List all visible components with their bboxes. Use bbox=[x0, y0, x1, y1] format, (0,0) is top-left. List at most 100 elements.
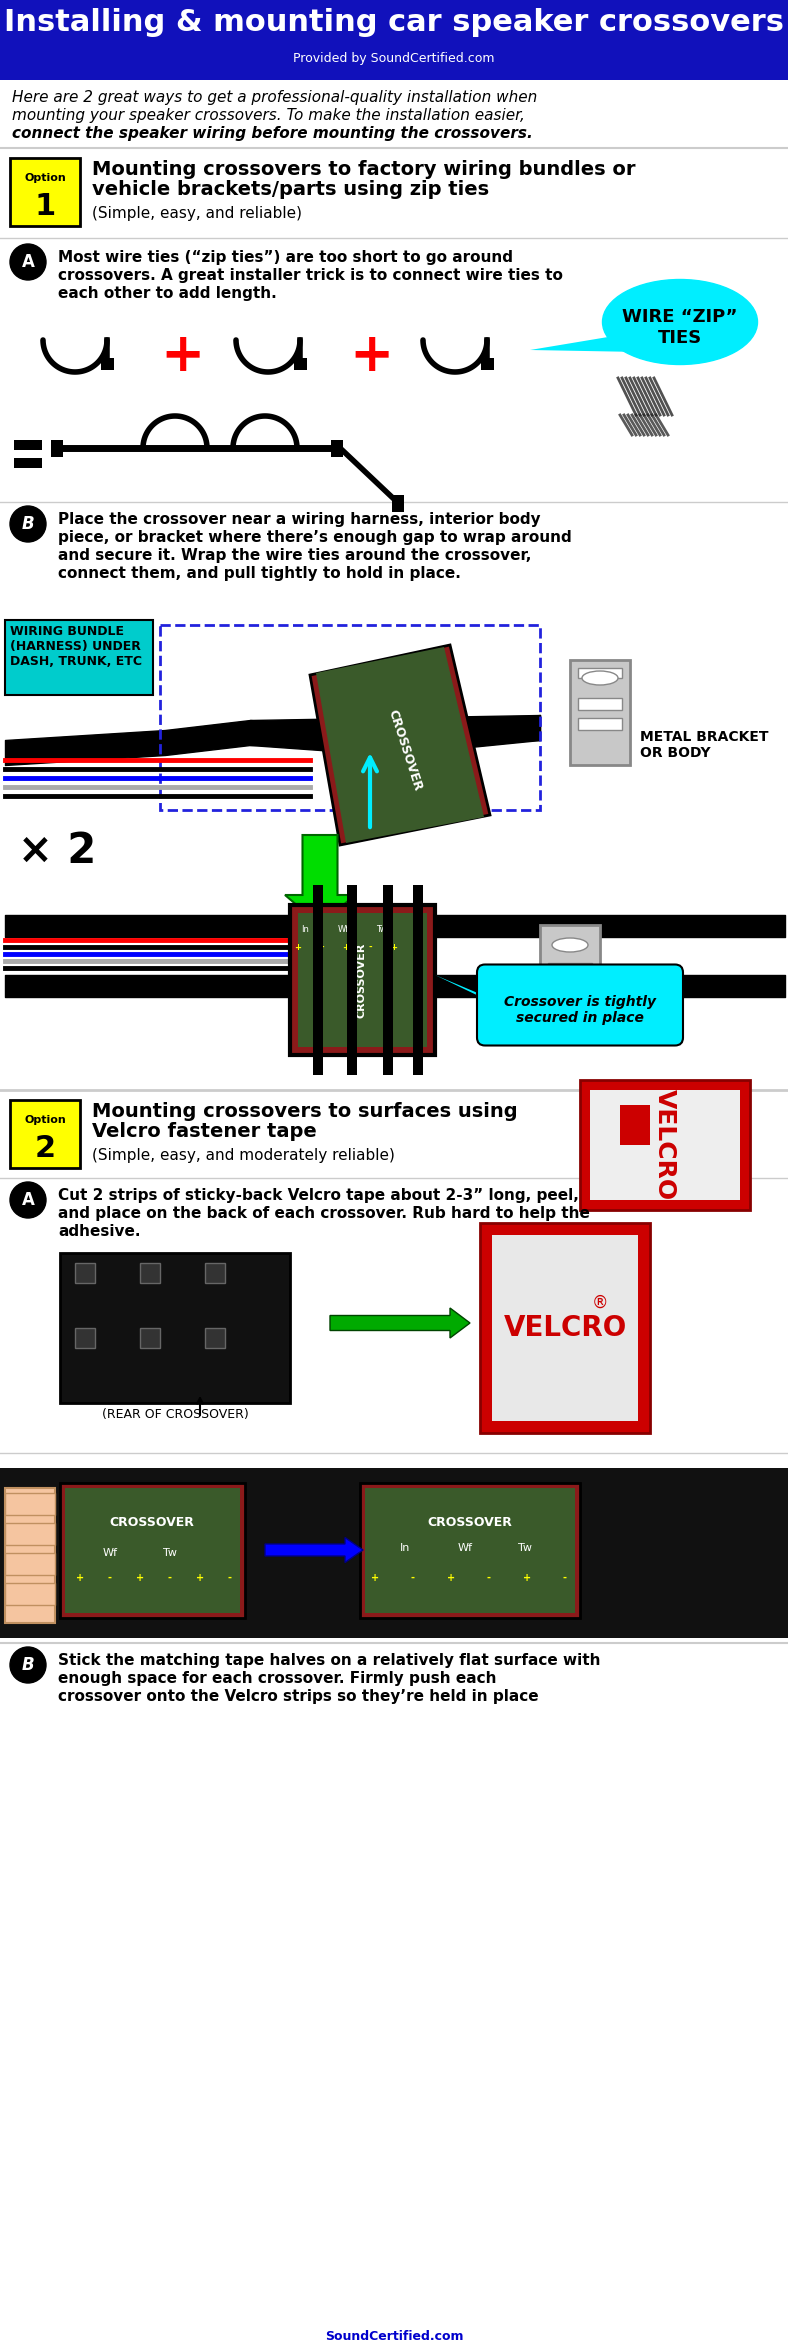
Text: crossovers. A great installer trick is to connect wire ties to: crossovers. A great installer trick is t… bbox=[58, 268, 563, 282]
Text: A: A bbox=[21, 254, 35, 270]
FancyBboxPatch shape bbox=[383, 886, 393, 1074]
FancyBboxPatch shape bbox=[205, 1328, 225, 1349]
Text: Installing & mounting car speaker crossovers: Installing & mounting car speaker crosso… bbox=[4, 7, 784, 38]
FancyBboxPatch shape bbox=[313, 886, 323, 1074]
FancyBboxPatch shape bbox=[590, 1090, 740, 1201]
Polygon shape bbox=[530, 336, 640, 352]
FancyBboxPatch shape bbox=[60, 1253, 290, 1403]
FancyBboxPatch shape bbox=[480, 1222, 650, 1434]
Polygon shape bbox=[310, 644, 490, 846]
FancyBboxPatch shape bbox=[0, 1469, 788, 1638]
Text: WIRE “ZIP”
TIES: WIRE “ZIP” TIES bbox=[623, 308, 738, 348]
FancyBboxPatch shape bbox=[60, 1483, 245, 1619]
FancyBboxPatch shape bbox=[205, 1262, 225, 1283]
Text: piece, or bracket where there’s enough gap to wrap around: piece, or bracket where there’s enough g… bbox=[58, 531, 572, 545]
FancyArrow shape bbox=[330, 1309, 470, 1337]
FancyBboxPatch shape bbox=[140, 1328, 160, 1349]
Circle shape bbox=[10, 1182, 46, 1217]
Text: connect them, and pull tightly to hold in place.: connect them, and pull tightly to hold i… bbox=[58, 566, 461, 580]
Text: CROSSOVER: CROSSOVER bbox=[385, 707, 424, 792]
Polygon shape bbox=[316, 646, 484, 844]
Text: +: + bbox=[391, 942, 397, 952]
FancyBboxPatch shape bbox=[578, 667, 622, 679]
Text: (REAR OF CROSSOVER): (REAR OF CROSSOVER) bbox=[102, 1408, 248, 1422]
Text: ®: ® bbox=[592, 1295, 608, 1311]
Text: mounting your speaker crossovers. To make the installation easier,: mounting your speaker crossovers. To mak… bbox=[12, 108, 525, 122]
Text: -: - bbox=[368, 942, 372, 952]
Text: crossover onto the Velcro strips so they’re held in place: crossover onto the Velcro strips so they… bbox=[58, 1690, 539, 1704]
Text: -: - bbox=[411, 1572, 415, 1584]
FancyBboxPatch shape bbox=[570, 660, 630, 766]
Ellipse shape bbox=[552, 938, 588, 952]
FancyBboxPatch shape bbox=[51, 439, 63, 456]
Text: Mounting crossovers to surfaces using: Mounting crossovers to surfaces using bbox=[92, 1102, 518, 1121]
Circle shape bbox=[10, 505, 46, 543]
FancyBboxPatch shape bbox=[5, 1553, 55, 1575]
FancyBboxPatch shape bbox=[75, 1328, 95, 1349]
FancyBboxPatch shape bbox=[14, 439, 42, 449]
Text: +: + bbox=[295, 942, 302, 952]
Text: Most wire ties (“zip ties”) are too short to go around: Most wire ties (“zip ties”) are too shor… bbox=[58, 249, 513, 266]
FancyBboxPatch shape bbox=[101, 357, 114, 369]
Circle shape bbox=[10, 244, 46, 280]
FancyBboxPatch shape bbox=[347, 886, 357, 1074]
FancyBboxPatch shape bbox=[5, 1492, 55, 1516]
FancyArrow shape bbox=[265, 1537, 363, 1563]
Text: Stick the matching tape halves on a relatively flat surface with: Stick the matching tape halves on a rela… bbox=[58, 1652, 600, 1668]
FancyBboxPatch shape bbox=[5, 620, 153, 696]
Text: (Simple, easy, and moderately reliable): (Simple, easy, and moderately reliable) bbox=[92, 1149, 395, 1163]
Polygon shape bbox=[435, 975, 560, 1034]
FancyBboxPatch shape bbox=[290, 905, 435, 1055]
FancyBboxPatch shape bbox=[140, 1262, 160, 1283]
Text: adhesive.: adhesive. bbox=[58, 1224, 140, 1238]
Text: -: - bbox=[563, 1572, 567, 1584]
FancyBboxPatch shape bbox=[331, 439, 343, 456]
Text: +: + bbox=[350, 329, 394, 383]
Text: each other to add length.: each other to add length. bbox=[58, 287, 277, 301]
Ellipse shape bbox=[603, 280, 757, 364]
Text: +: + bbox=[343, 942, 350, 952]
FancyBboxPatch shape bbox=[294, 357, 307, 369]
Text: 2: 2 bbox=[35, 1135, 56, 1163]
FancyBboxPatch shape bbox=[5, 1584, 55, 1605]
Text: connect the speaker wiring before mounting the crossovers.: connect the speaker wiring before mounti… bbox=[12, 127, 533, 141]
Text: (Simple, easy, and reliable): (Simple, easy, and reliable) bbox=[92, 207, 302, 221]
FancyBboxPatch shape bbox=[413, 886, 423, 1074]
Text: vehicle brackets/parts using zip ties: vehicle brackets/parts using zip ties bbox=[92, 181, 489, 200]
Text: WIRING BUNDLE
(HARNESS) UNDER
DASH, TRUNK, ETC: WIRING BUNDLE (HARNESS) UNDER DASH, TRUN… bbox=[10, 625, 142, 667]
Text: In: In bbox=[301, 926, 309, 935]
FancyBboxPatch shape bbox=[298, 914, 427, 1048]
Text: Wf: Wf bbox=[102, 1549, 117, 1558]
Text: Wf: Wf bbox=[337, 926, 348, 935]
Text: -: - bbox=[228, 1572, 232, 1584]
Text: Cut 2 strips of sticky-back Velcro tape about 2-3” long, peel,: Cut 2 strips of sticky-back Velcro tape … bbox=[58, 1189, 579, 1203]
Text: Place the crossover near a wiring harness, interior body: Place the crossover near a wiring harnes… bbox=[58, 512, 541, 526]
FancyBboxPatch shape bbox=[392, 496, 404, 512]
Text: CROSSOVER: CROSSOVER bbox=[357, 942, 367, 1018]
Text: In: In bbox=[400, 1544, 411, 1553]
FancyBboxPatch shape bbox=[578, 698, 622, 710]
FancyBboxPatch shape bbox=[548, 963, 592, 975]
Text: Option: Option bbox=[24, 1116, 66, 1126]
Text: Tw: Tw bbox=[163, 1549, 177, 1558]
Text: VELCRO: VELCRO bbox=[653, 1090, 677, 1201]
Text: Here are 2 great ways to get a professional-quality installation when: Here are 2 great ways to get a professio… bbox=[12, 89, 537, 106]
FancyBboxPatch shape bbox=[477, 963, 683, 1046]
FancyBboxPatch shape bbox=[548, 982, 592, 994]
Text: Mounting crossovers to factory wiring bundles or: Mounting crossovers to factory wiring bu… bbox=[92, 160, 635, 179]
FancyBboxPatch shape bbox=[14, 458, 42, 468]
Text: +: + bbox=[523, 1572, 531, 1584]
Text: -: - bbox=[320, 942, 324, 952]
Text: -: - bbox=[416, 942, 420, 952]
FancyBboxPatch shape bbox=[65, 1488, 240, 1612]
Circle shape bbox=[10, 1647, 46, 1683]
Text: VELCRO: VELCRO bbox=[504, 1314, 626, 1342]
Text: +: + bbox=[371, 1572, 379, 1584]
Text: Tw: Tw bbox=[518, 1544, 532, 1553]
Text: -: - bbox=[487, 1572, 491, 1584]
Text: Option: Option bbox=[24, 174, 66, 183]
Text: CROSSOVER: CROSSOVER bbox=[428, 1516, 512, 1530]
FancyBboxPatch shape bbox=[5, 1523, 55, 1544]
Text: +: + bbox=[76, 1572, 84, 1584]
FancyBboxPatch shape bbox=[0, 0, 788, 80]
